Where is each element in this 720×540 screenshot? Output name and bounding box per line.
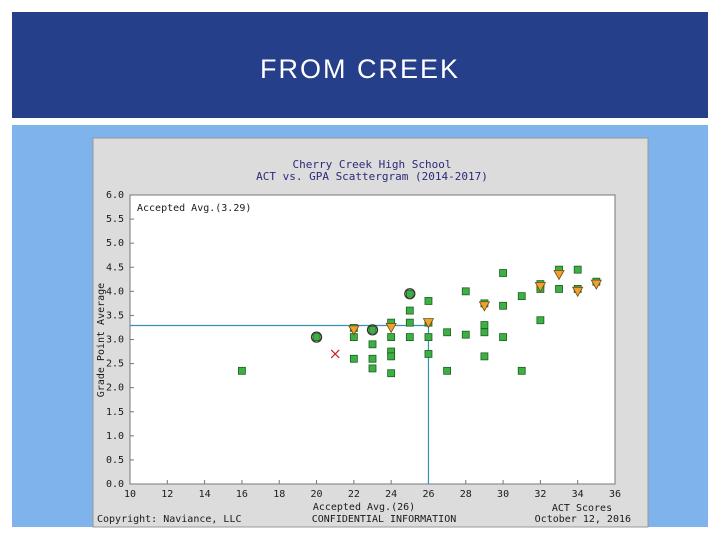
- point: [424, 297, 433, 305]
- point: [349, 354, 358, 363]
- point: [499, 269, 507, 277]
- copyright: Copyright: Naviance, LLC: [97, 514, 242, 525]
- point: [443, 366, 452, 375]
- point: [480, 328, 489, 337]
- y-tick-label: 2.0: [106, 383, 124, 394]
- point: [368, 325, 377, 334]
- x-tick-label: 34: [572, 489, 584, 500]
- point: [443, 328, 452, 337]
- point: [310, 331, 323, 343]
- date: October 12, 2016: [535, 514, 631, 525]
- y-tick-label: 4.0: [106, 286, 124, 297]
- x-tick-label: 16: [236, 489, 248, 500]
- y-tick-label: 5.5: [106, 214, 124, 225]
- point: [405, 306, 414, 315]
- point: [499, 301, 507, 310]
- x-tick-label: 24: [385, 489, 397, 500]
- point: [461, 330, 470, 339]
- x-tick-label: 28: [460, 489, 472, 500]
- point: [536, 316, 545, 325]
- y-tick-label: 6.0: [106, 190, 124, 201]
- x-tick-label: 26: [422, 489, 434, 500]
- point: [405, 318, 414, 327]
- confidential: CONFIDENTIAL INFORMATION: [312, 514, 457, 525]
- point: [387, 333, 396, 341]
- point: [553, 270, 565, 281]
- y-avg-label: Accepted Avg.(3.29): [137, 203, 251, 214]
- point: [480, 352, 489, 361]
- point: [312, 333, 321, 341]
- point: [555, 285, 563, 293]
- point: [534, 282, 547, 293]
- point: [590, 279, 603, 290]
- point: [366, 324, 379, 336]
- x-tick-label: 20: [311, 489, 323, 500]
- y-tick-label: 5.0: [106, 238, 124, 249]
- point: [385, 323, 397, 334]
- point: [573, 265, 582, 274]
- x-tick-label: 30: [497, 489, 509, 500]
- y-tick-label: 4.5: [106, 262, 124, 273]
- plot-area: [129, 194, 616, 485]
- point: [461, 287, 470, 296]
- point: [405, 289, 414, 298]
- chart-subtitle: ACT vs. GPA Scattergram (2014-2017): [256, 170, 488, 183]
- point: [424, 350, 433, 358]
- point: [387, 369, 396, 378]
- point: [480, 321, 489, 329]
- point: [478, 301, 491, 312]
- point: [368, 364, 377, 373]
- x-tick-label: 12: [161, 489, 173, 500]
- x-tick-label: 18: [273, 489, 285, 500]
- y-tick-label: 0.0: [106, 479, 124, 490]
- point: [422, 318, 435, 329]
- x-tick-label: 32: [534, 489, 546, 500]
- point: [238, 366, 246, 375]
- header-band: [12, 12, 708, 118]
- x-tick-label: 22: [348, 489, 360, 500]
- x-axis-label: ACT Scores: [552, 503, 612, 514]
- point: [348, 325, 360, 336]
- chart-title: Cherry Creek High School: [293, 158, 452, 171]
- x-tick-label: 10: [124, 489, 136, 500]
- y-tick-label: 1.5: [106, 407, 124, 418]
- point: [368, 354, 377, 363]
- slide-title: FROM CREEK: [260, 54, 460, 84]
- point: [330, 349, 340, 359]
- point: [517, 292, 526, 301]
- point: [368, 340, 377, 349]
- x-avg-label: Accepted Avg.(26): [313, 502, 415, 513]
- y-tick-label: 2.5: [106, 359, 124, 370]
- point: [499, 333, 507, 341]
- point: [404, 288, 416, 300]
- y-axis-label: Grade Point Average: [96, 283, 107, 397]
- x-tick-label: 14: [199, 489, 211, 500]
- point: [572, 286, 584, 298]
- point: [405, 333, 414, 341]
- point: [424, 333, 433, 341]
- y-tick-label: 3.5: [106, 310, 124, 321]
- point: [517, 366, 526, 375]
- x-tick-label: 36: [609, 489, 621, 500]
- y-tick-label: 0.5: [106, 455, 124, 466]
- y-tick-label: 1.0: [106, 431, 124, 442]
- point: [387, 352, 396, 361]
- y-tick-label: 3.0: [106, 335, 124, 346]
